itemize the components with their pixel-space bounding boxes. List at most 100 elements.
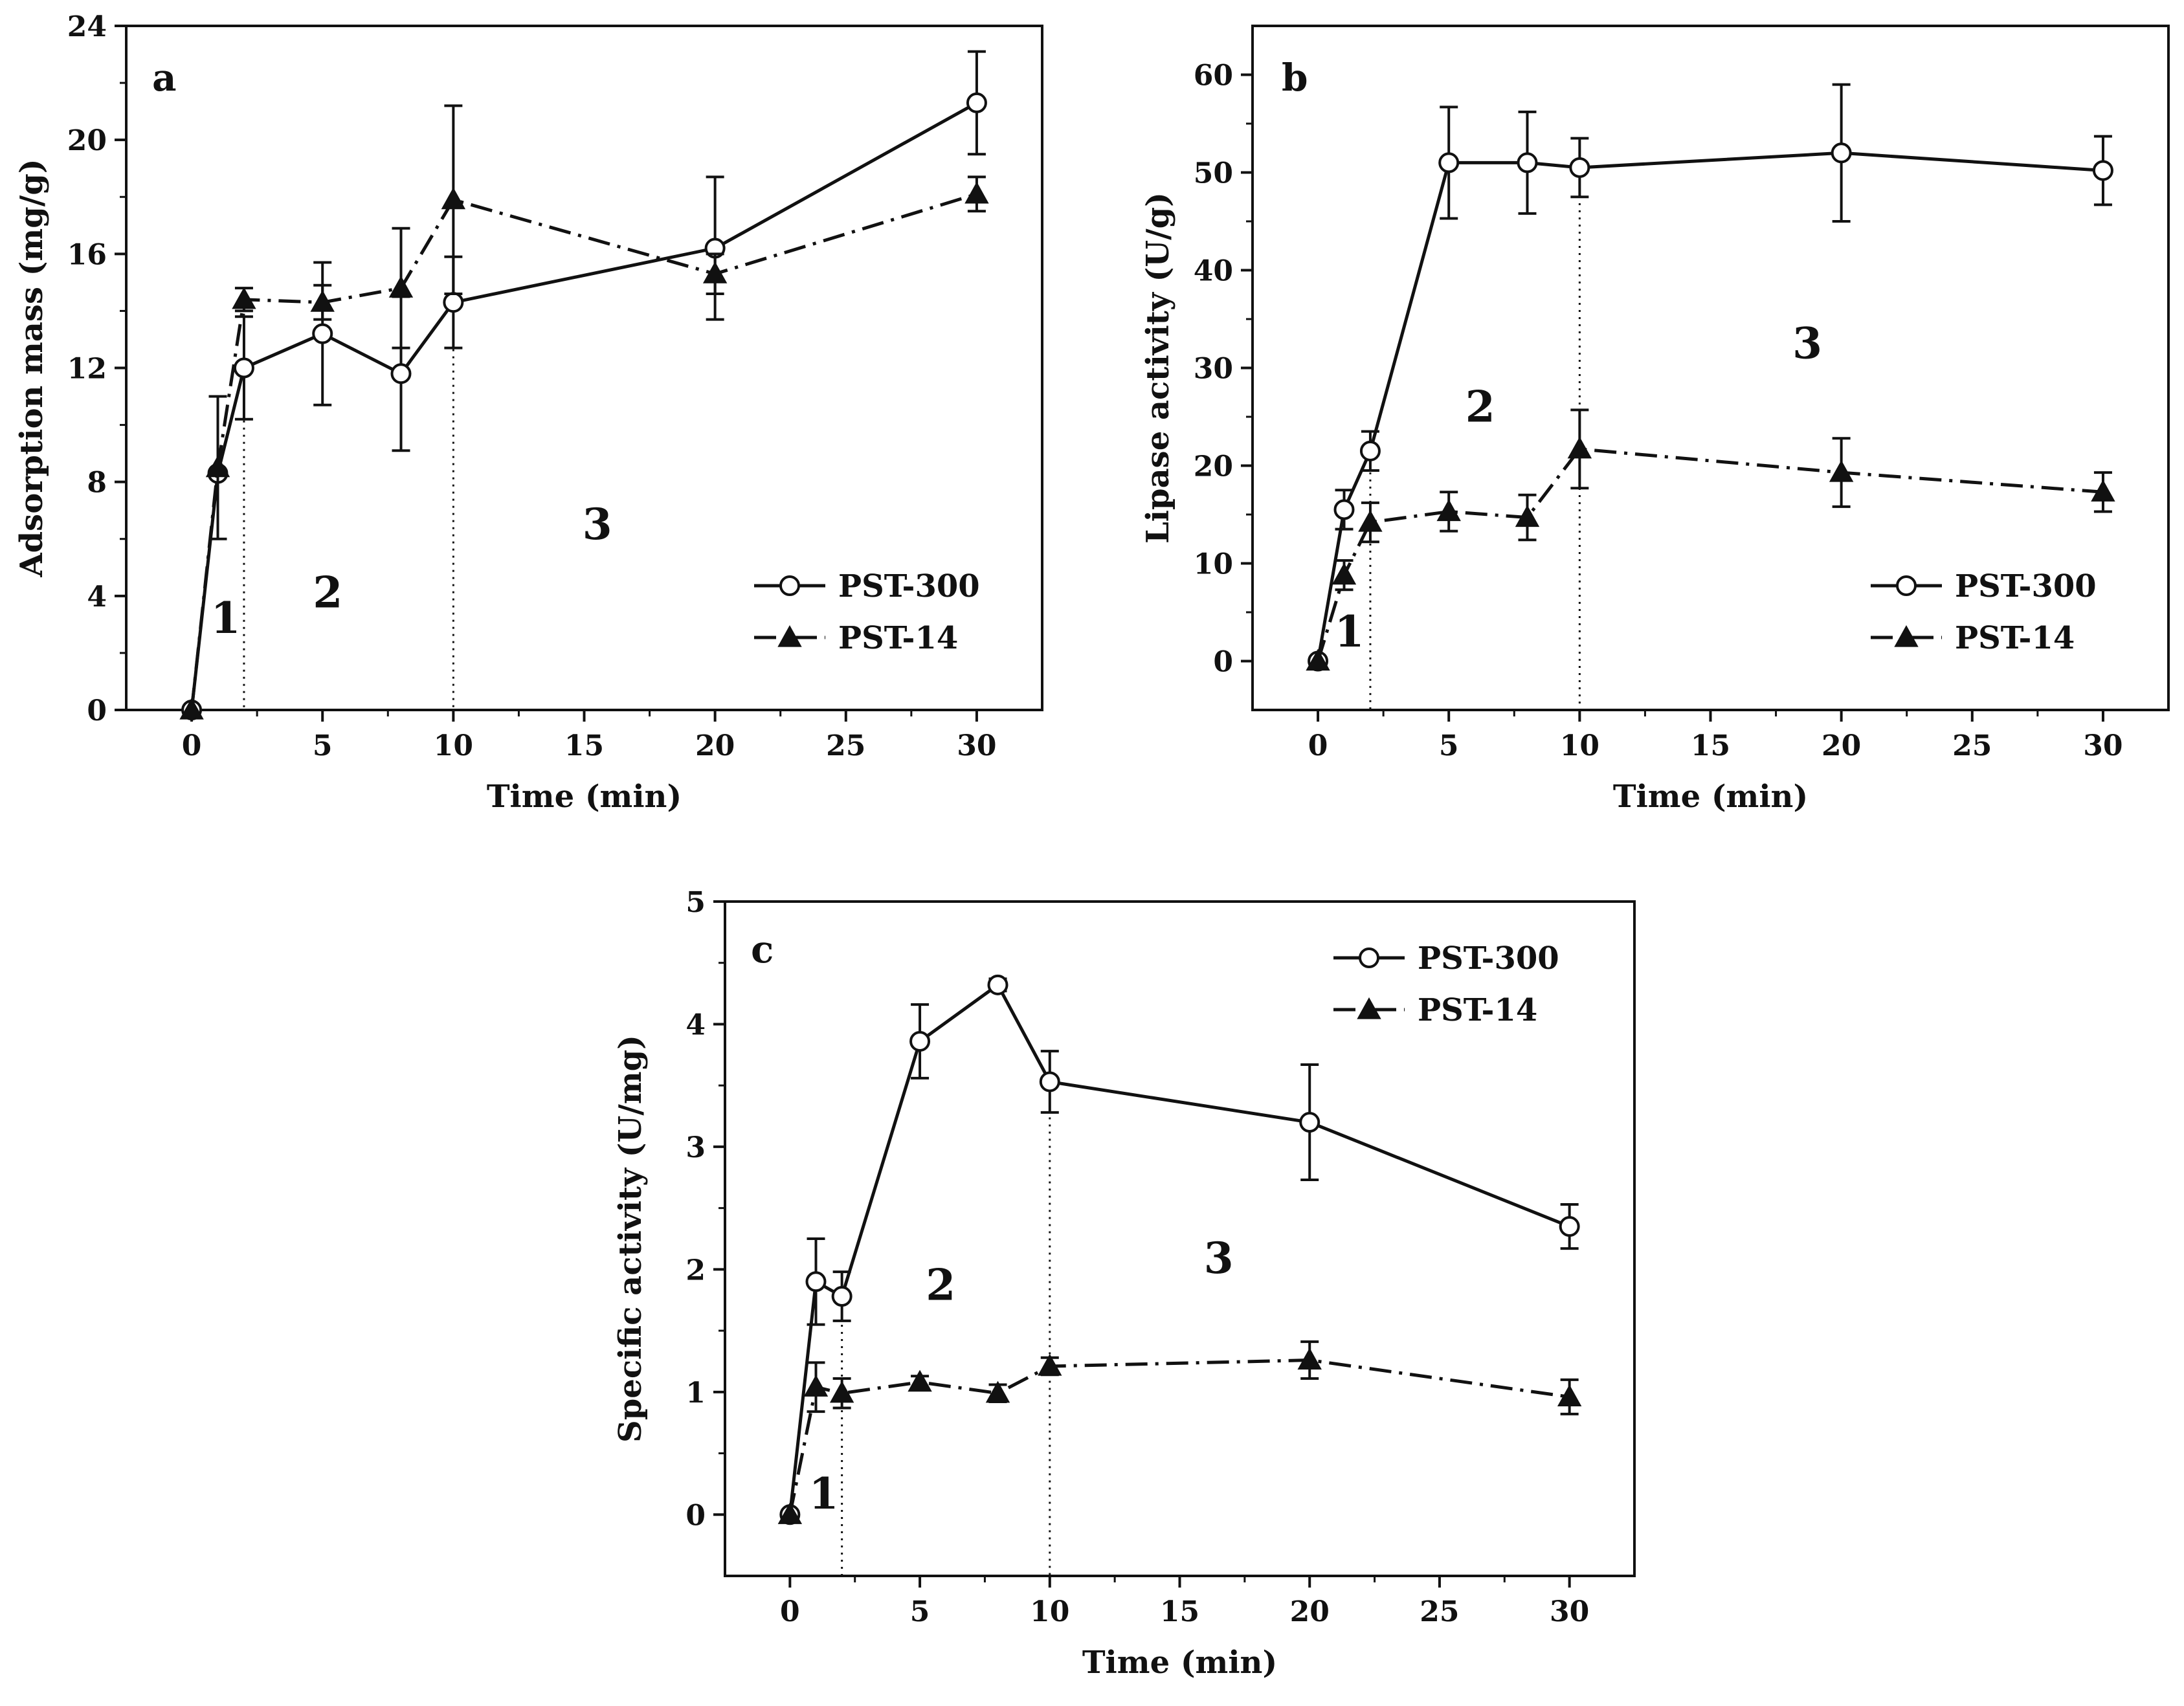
x-tick-label: 5 <box>1439 729 1459 762</box>
data-point-marker <box>233 357 254 379</box>
x-tick-label: 30 <box>957 729 996 762</box>
data-point-marker <box>803 1375 829 1397</box>
region-label: 2 <box>313 567 342 617</box>
x-tick-label: 20 <box>695 729 735 762</box>
panel-letter: c <box>751 927 774 971</box>
legend-marker <box>779 575 800 596</box>
y-tick-label: 50 <box>1194 157 1233 190</box>
data-point-marker <box>964 181 989 204</box>
legend: PST-300 PST-14 <box>1871 568 2097 656</box>
y-axis-label: Specific activity (U/mg) <box>612 1035 649 1443</box>
legend-label: PST-300 <box>838 568 980 604</box>
panel-letter: a <box>152 56 177 100</box>
data-point-marker <box>1831 142 1852 164</box>
legend-label: PST-14 <box>838 620 958 656</box>
y-tick-label: 4 <box>685 1008 706 1041</box>
data-point-marker <box>702 261 728 283</box>
x-tick-label: 15 <box>1160 1595 1199 1628</box>
data-point-marker <box>1559 1216 1580 1237</box>
data-point-marker <box>966 92 987 113</box>
x-tick-label: 5 <box>313 729 333 762</box>
data-point-marker <box>1569 157 1590 178</box>
series-line <box>788 982 1570 1515</box>
data-point-marker <box>1557 1384 1582 1406</box>
legend-label: PST-300 <box>1418 940 1559 977</box>
panel-c: 0 5 10 15 20 25 30 0 1 2 3 4 5 Time (min) Specific act… <box>612 886 1636 1681</box>
y-tick-label: 0 <box>685 1499 706 1532</box>
series-line <box>1316 447 2104 662</box>
data-point-marker <box>310 290 335 312</box>
y-tick-label: 30 <box>1194 353 1233 386</box>
x-tick-label: 20 <box>1822 729 1861 762</box>
data-point-marker <box>1297 1347 1322 1370</box>
y-axis-label: Adsorption mass (mg/g) <box>14 159 50 577</box>
region-label: 3 <box>1792 318 1822 368</box>
x-tick-label: 25 <box>1952 729 1992 762</box>
data-point-marker <box>1515 505 1540 527</box>
x-tick-label: 10 <box>434 729 473 762</box>
data-point-marker <box>805 1271 827 1292</box>
x-tick-label: 0 <box>780 1595 800 1628</box>
data-point-marker <box>831 1286 852 1307</box>
region-label: 1 <box>211 593 241 643</box>
legend-label: PST-14 <box>1418 992 1537 1028</box>
data-point-marker <box>2091 480 2115 502</box>
x-tick-label: 15 <box>564 729 604 762</box>
data-point-marker <box>1038 1353 1062 1376</box>
y-tick-label: 16 <box>67 238 107 271</box>
x-tick-label: 10 <box>1560 729 1599 762</box>
data-point-marker <box>232 287 256 309</box>
x-tick-label: 10 <box>1030 1595 1069 1628</box>
region-label: 3 <box>583 499 612 549</box>
data-point-marker <box>909 1030 931 1052</box>
y-tick-label: 2 <box>685 1254 706 1287</box>
y-tick-label: 3 <box>685 1131 706 1164</box>
legend-marker <box>1359 947 1379 968</box>
region-label: 2 <box>926 1260 955 1311</box>
data-point-marker <box>2092 160 2113 181</box>
y-tick-label: 4 <box>87 581 107 614</box>
series-line <box>788 1358 1570 1515</box>
legend-marker <box>777 625 802 647</box>
legend-label: PST-300 <box>1955 568 2097 604</box>
series-pst-300 <box>779 974 1580 1525</box>
data-point-marker <box>1567 436 1592 459</box>
legend-marker <box>1896 575 1917 596</box>
data-point-marker <box>829 1380 854 1403</box>
panel-b: 0 5 10 15 20 25 30 0 10 20 30 40 50 60 Time (min) Lipas… <box>1140 25 2170 815</box>
data-point-marker <box>1333 499 1355 520</box>
legend-marker <box>1894 625 1919 647</box>
x-axis-label: Time (min) <box>487 779 682 815</box>
region-label: 1 <box>809 1468 839 1519</box>
data-point-marker <box>441 187 466 210</box>
y-tick-label: 40 <box>1194 255 1233 288</box>
y-tick-label: 24 <box>67 10 107 43</box>
x-tick-label: 25 <box>826 729 865 762</box>
y-tick-label: 0 <box>87 694 107 727</box>
y-tick-label: 0 <box>1213 646 1233 679</box>
region-label: 3 <box>1204 1233 1234 1283</box>
data-point-marker <box>985 1380 1010 1403</box>
x-tick-label: 25 <box>1420 1595 1459 1628</box>
x-tick-label: 30 <box>2083 729 2123 762</box>
data-point-marker <box>1332 562 1357 585</box>
y-tick-label: 8 <box>87 467 107 500</box>
x-tick-label: 15 <box>1691 729 1730 762</box>
series-line <box>1316 151 2104 661</box>
data-point-marker <box>1299 1112 1320 1133</box>
panel-letter: b <box>1282 56 1308 100</box>
x-tick-label: 5 <box>910 1595 930 1628</box>
y-tick-label: 1 <box>685 1377 706 1410</box>
y-tick-label: 12 <box>67 353 107 386</box>
legend-marker <box>1357 997 1381 1019</box>
data-point-marker <box>1039 1071 1060 1092</box>
x-tick-label: 30 <box>1550 1595 1589 1628</box>
y-tick-label: 5 <box>685 886 706 919</box>
x-tick-label: 0 <box>182 729 202 762</box>
series-line <box>190 101 978 711</box>
x-axis-label: Time (min) <box>1082 1645 1277 1681</box>
data-point-marker <box>1829 460 1854 482</box>
data-point-marker <box>179 697 204 720</box>
